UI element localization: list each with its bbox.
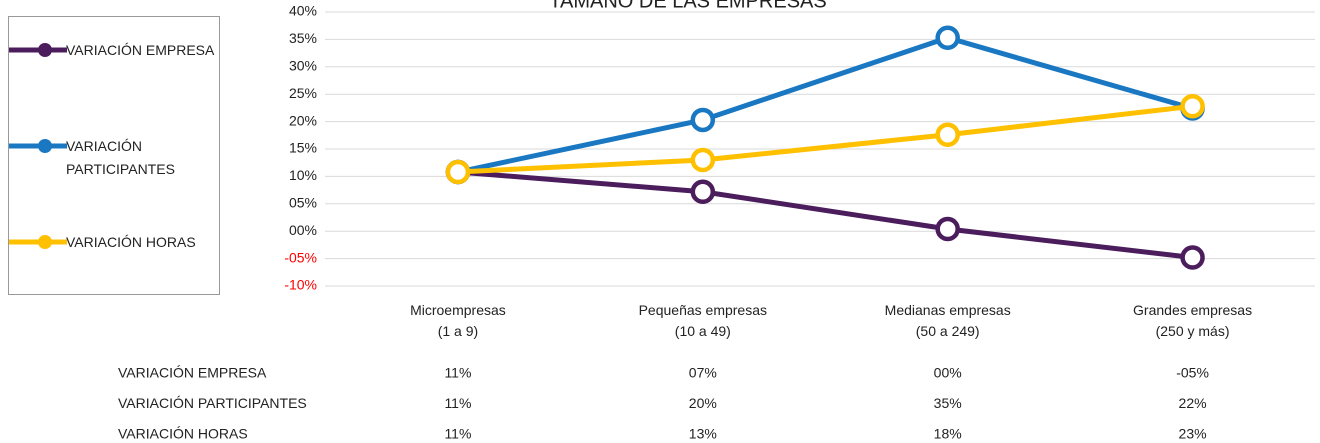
line (457, 169, 1193, 260)
legend-label: VARIACIÓN EMPRESA (66, 42, 215, 58)
legend: VARIACIÓN EMPRESA VARIACIÓN PARTICIPANTES… (8, 16, 220, 295)
legend-symbol (9, 139, 67, 153)
legend-symbol (9, 43, 67, 57)
y-tick-label: 30% (289, 58, 317, 74)
legend-marker (38, 235, 52, 249)
y-tick-label: -10% (284, 277, 317, 293)
x-tick-label: Microempresas (1 a 9) (410, 302, 506, 339)
marker (690, 147, 716, 173)
y-tick-label: 20% (289, 112, 317, 128)
marker (935, 122, 960, 148)
marker (445, 159, 471, 185)
legend-label: VARIACIÓN HORAS (66, 234, 196, 250)
table-cell: 22% (1179, 395, 1207, 411)
y-tick-label: -05% (284, 249, 317, 265)
table-cell: 18% (934, 426, 962, 442)
table-cell: 11% (444, 426, 471, 442)
y-tick-label: 25% (289, 85, 317, 101)
marker (1180, 94, 1205, 119)
marker (1180, 245, 1205, 270)
table-row-label: VARIACIÓN EMPRESA (118, 365, 267, 381)
table-row-label: VARIACIÓN PARTICIPANTES (118, 395, 307, 411)
table-row-label: VARIACIÓN HORAS (118, 426, 248, 442)
table-cell: 20% (689, 395, 717, 411)
chart-title: TAMAÑO DE LAS EMPRESAS (549, 0, 826, 12)
marker (690, 179, 716, 204)
table-cell: -05% (1176, 365, 1209, 381)
y-tick-label: 10% (289, 167, 317, 183)
y-tick-label: 40% (289, 3, 317, 19)
table-cell: 00% (934, 365, 962, 381)
table-cell: 23% (1179, 426, 1207, 442)
x-tick-label: Medianas empresas (50 a 249) (885, 302, 1011, 339)
y-tick-label: 15% (289, 140, 317, 156)
x-tick-label: Pequeñas empresas (10 a 49) (639, 302, 767, 339)
table-cell: 13% (689, 426, 717, 442)
marker (690, 107, 716, 133)
table-cell: 07% (689, 365, 717, 381)
legend-label: VARIACIÓN PARTICIPANTES (66, 138, 175, 177)
y-tick-label: 35% (289, 30, 317, 46)
legend-marker (38, 43, 52, 57)
x-tick-label: Grandes empresas (250 y más) (1133, 302, 1252, 339)
y-tick-label: 05% (289, 195, 317, 211)
legend-marker (38, 139, 52, 153)
line (457, 103, 1193, 175)
marker (935, 216, 960, 242)
marker (935, 25, 960, 51)
legend-symbol (9, 235, 67, 249)
table-cell: 35% (934, 395, 962, 411)
line (457, 35, 1194, 175)
y-tick-label: 00% (289, 222, 317, 238)
table-cell: 11% (444, 365, 471, 381)
table-cell: 11% (444, 395, 471, 411)
